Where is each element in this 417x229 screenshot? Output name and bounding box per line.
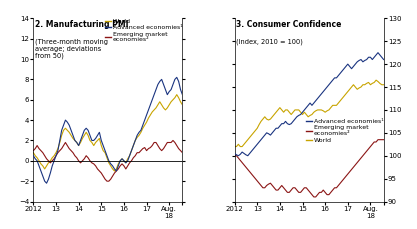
Text: 3. Consumer Confidence: 3. Consumer Confidence bbox=[236, 20, 342, 29]
Text: 2. Manufacturing PMI: 2. Manufacturing PMI bbox=[35, 20, 128, 29]
Text: (Index, 2010 = 100): (Index, 2010 = 100) bbox=[236, 38, 303, 45]
Legend: Advanced economies¹, Emerging market
economies², World: Advanced economies¹, Emerging market eco… bbox=[306, 119, 384, 143]
Text: (Three-month moving
average; deviations
from 50): (Three-month moving average; deviations … bbox=[35, 38, 108, 60]
Legend: World, Advanced economies¹, Emerging market
economies²: World, Advanced economies¹, Emerging mar… bbox=[105, 18, 182, 42]
